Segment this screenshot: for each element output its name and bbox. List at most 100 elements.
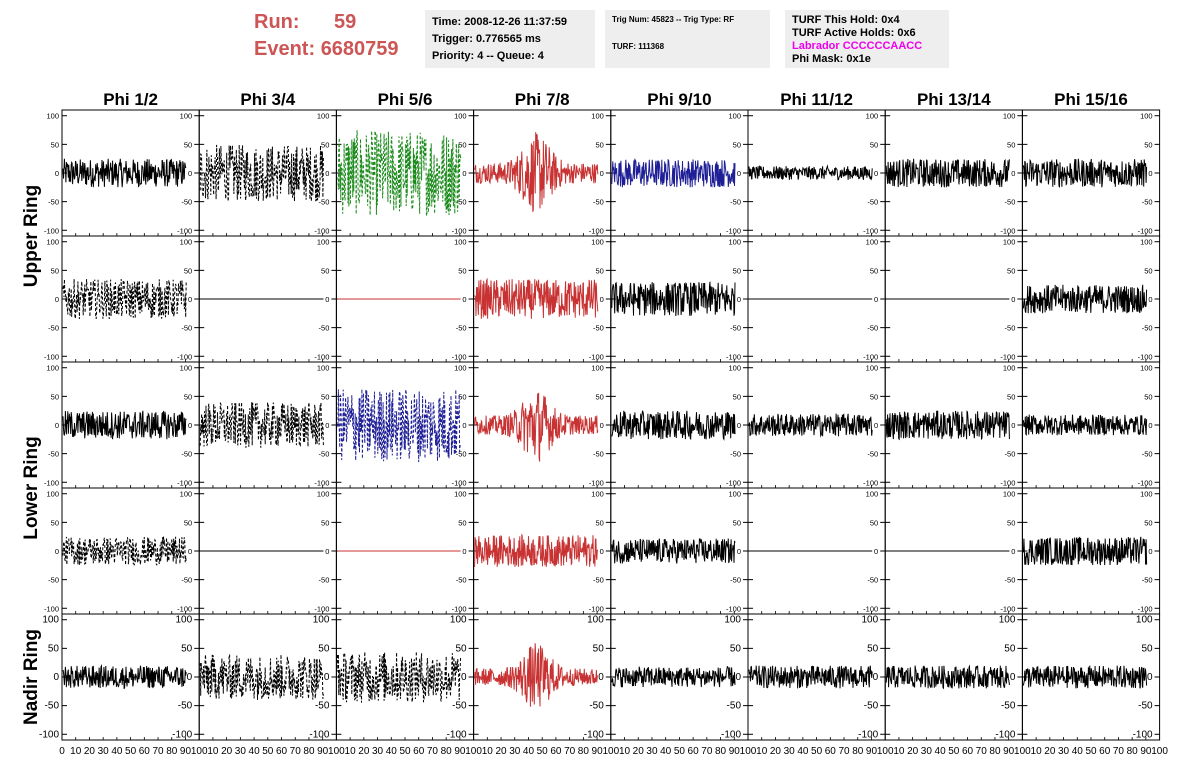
y-tick-label: 0 (873, 672, 879, 683)
y-tick-label: 0 (598, 672, 604, 683)
column-header: Phi 3/4 (240, 90, 295, 109)
waveform-trace (199, 653, 324, 700)
y-tick-label: 50 (870, 392, 878, 401)
y-tick-label: -100 (589, 352, 604, 361)
x-tick-label: 100 (191, 746, 208, 757)
y-tick-label: 0 (55, 547, 59, 556)
y-tick-label: 0 (53, 672, 59, 683)
y-tick-label: -50 (1142, 324, 1153, 333)
waveform-trace (748, 665, 873, 689)
waveform-trace (748, 164, 873, 181)
y-tick-label: 50 (321, 392, 329, 401)
y-tick-label: 100 (591, 364, 604, 373)
x-tick-label: 20 (495, 746, 507, 757)
y-tick-label: 100 (728, 238, 741, 247)
y-tick-label: -50 (867, 450, 878, 459)
y-tick-label: -100 (39, 729, 59, 740)
y-tick-label: 100 (180, 364, 193, 373)
y-tick-label: 100 (866, 490, 879, 499)
x-tick-label: 40 (935, 746, 947, 757)
y-tick-label: 0 (600, 169, 604, 178)
x-tick-label: 10 (482, 746, 494, 757)
x-tick-label: 0 (59, 746, 65, 757)
y-tick-label: 100 (1003, 238, 1016, 247)
waveform-trace (199, 401, 324, 448)
y-tick-label: -100 (1000, 604, 1015, 613)
x-tick-label: 30 (921, 746, 933, 757)
waveform-trace (1022, 414, 1148, 437)
labrador-text: Labrador CCCCCCAACC (792, 40, 923, 52)
y-tick-label: -50 (456, 324, 467, 333)
waveform-trace (474, 533, 599, 568)
y-tick-label: 0 (55, 169, 59, 178)
time-info-box: Time: 2008-12-26 11:37:59 Trigger: 0.776… (425, 10, 595, 68)
y-tick-label: 100 (999, 615, 1016, 626)
y-tick-label: -100 (1000, 478, 1015, 487)
y-tick-label: 100 (1003, 490, 1016, 499)
y-tick-label: -50 (315, 701, 330, 712)
y-tick-label: -50 (181, 450, 192, 459)
y-tick-label: -100 (1138, 478, 1153, 487)
x-tick-label: 30 (98, 746, 110, 757)
y-tick-label: 0 (462, 295, 466, 304)
y-tick-label: 50 (1007, 266, 1015, 275)
y-tick-label: 100 (454, 490, 467, 499)
y-tick-label: 100 (317, 490, 330, 499)
y-tick-label: 0 (737, 547, 741, 556)
x-tick-label: 10 (619, 746, 631, 757)
y-tick-label: 100 (728, 112, 741, 121)
y-tick-label: 50 (733, 266, 741, 275)
y-tick-label: -50 (730, 450, 741, 459)
y-tick-label: -100 (589, 478, 604, 487)
x-tick-label: 40 (386, 746, 398, 757)
y-tick-label: -50 (452, 701, 467, 712)
y-tick-label: 50 (1007, 140, 1015, 149)
x-tick-label: 50 (262, 746, 274, 757)
y-tick-label: 0 (325, 295, 329, 304)
y-tick-label: 50 (1144, 392, 1152, 401)
y-tick-label: 100 (862, 615, 879, 626)
x-tick-label: 90 (592, 746, 604, 757)
y-tick-label: 0 (461, 672, 467, 683)
y-tick-label: 0 (737, 169, 741, 178)
y-tick-label: 50 (870, 518, 878, 527)
y-tick-label: 100 (313, 615, 330, 626)
waveform-trace (611, 410, 736, 441)
y-tick-label: -50 (456, 198, 467, 207)
x-tick-label: 10 (345, 746, 357, 757)
y-tick-label: 100 (1003, 364, 1016, 373)
y-tick-label: -50 (48, 576, 59, 585)
x-tick-label: 100 (740, 746, 757, 757)
y-tick-label: -100 (726, 226, 741, 235)
column-header: Phi 9/10 (647, 90, 711, 109)
y-tick-label: 100 (42, 615, 59, 626)
column-header: Phi 13/14 (917, 90, 991, 109)
y-tick-label: -100 (177, 478, 192, 487)
y-tick-label: -50 (456, 450, 467, 459)
y-tick-label: -50 (456, 576, 467, 585)
column-header: Phi 15/16 (1054, 90, 1128, 109)
y-tick-label: -100 (1000, 226, 1015, 235)
y-tick-label: 0 (874, 169, 878, 178)
waveform-trace (62, 158, 187, 188)
y-tick-label: 50 (870, 140, 878, 149)
y-tick-label: -50 (1142, 576, 1153, 585)
y-tick-label: 50 (870, 266, 878, 275)
y-tick-label: 0 (735, 672, 741, 683)
x-tick-label: 20 (358, 746, 370, 757)
waveform-trace (474, 392, 599, 462)
y-tick-label: 50 (51, 518, 59, 527)
y-tick-label: -50 (593, 450, 604, 459)
x-tick-label: 80 (1127, 746, 1139, 757)
x-tick-label: 30 (509, 746, 521, 757)
y-tick-label: 100 (46, 364, 59, 373)
y-tick-label: -50 (593, 576, 604, 585)
y-tick-label: 100 (454, 364, 467, 373)
x-tick-label: 90 (1140, 746, 1152, 757)
row-label: Lower Ring (21, 436, 42, 539)
y-tick-label: -100 (589, 604, 604, 613)
y-tick-label: -50 (1005, 450, 1016, 459)
y-tick-label: 0 (462, 547, 466, 556)
x-tick-label: 80 (441, 746, 453, 757)
y-tick-label: 100 (176, 615, 193, 626)
